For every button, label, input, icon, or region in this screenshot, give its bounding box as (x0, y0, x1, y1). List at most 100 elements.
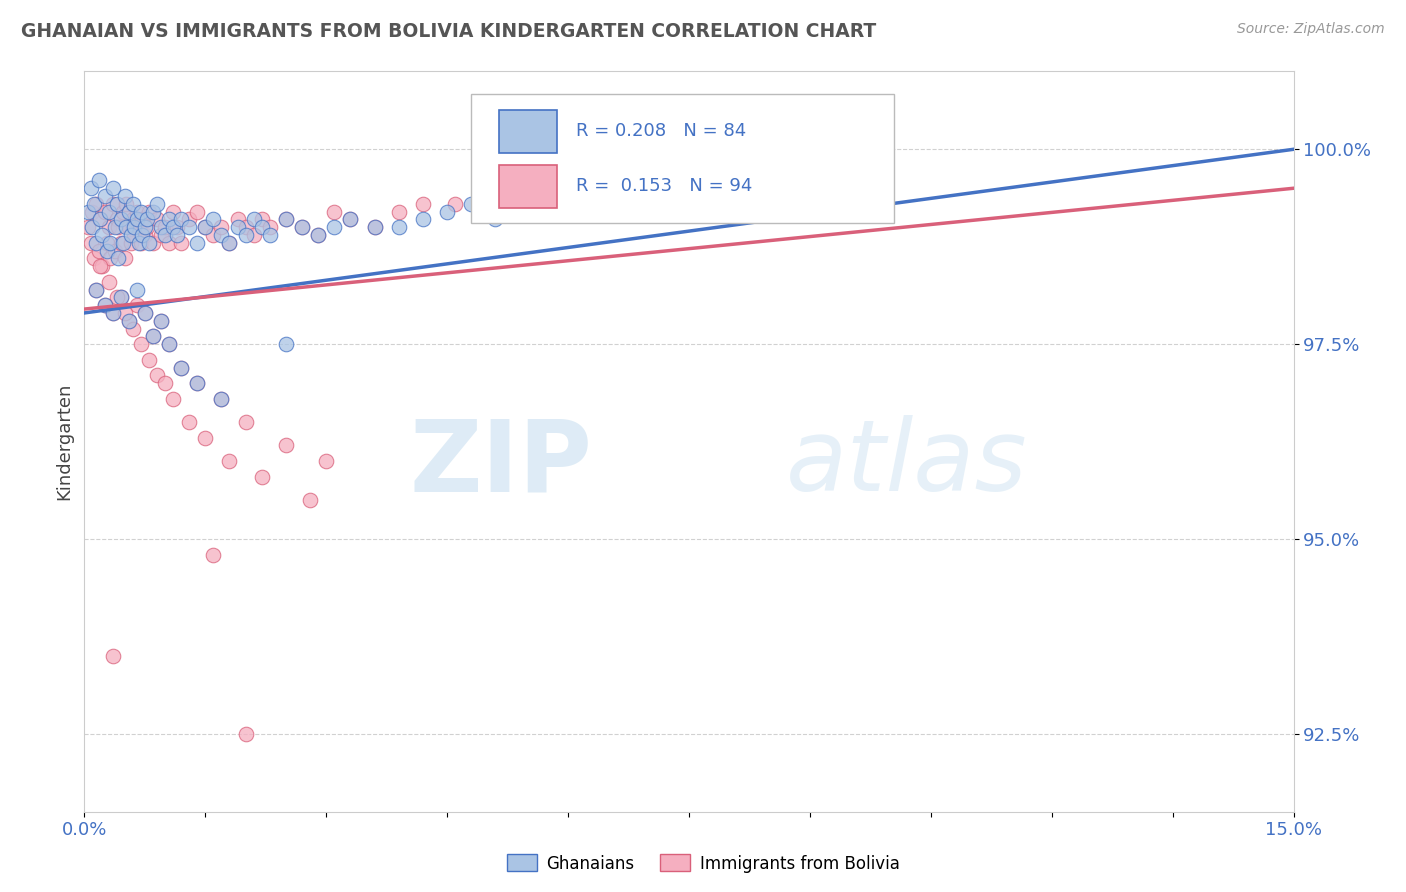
Point (412, 212, 434, 227)
Point (125, 298, 148, 312)
Point (142, 329, 165, 343)
Point (134, 306, 156, 320)
Point (149, 220, 172, 235)
Point (388, 204, 411, 219)
Point (274, 212, 297, 227)
Point (118, 314, 141, 328)
Point (202, 227, 225, 242)
Point (799, 150, 821, 164)
Y-axis label: Kindergarten: Kindergarten (55, 383, 73, 500)
Point (250, 212, 273, 227)
Point (209, 392, 232, 406)
Point (129, 235, 152, 250)
Point (120, 227, 142, 242)
Point (91, 259, 114, 273)
Point (129, 337, 152, 351)
Point (138, 352, 160, 367)
Point (186, 204, 208, 219)
Point (194, 220, 217, 235)
Point (218, 454, 240, 468)
Point (129, 204, 152, 219)
Bar (499, 110, 557, 153)
Point (242, 227, 264, 242)
Point (82, 204, 104, 219)
Point (101, 648, 124, 663)
FancyBboxPatch shape (471, 94, 894, 223)
Point (134, 306, 156, 320)
Point (115, 197, 138, 211)
Point (89, 259, 111, 273)
Point (153, 376, 176, 390)
Point (194, 431, 217, 445)
Point (115, 220, 138, 235)
Point (637, 181, 659, 195)
Point (323, 220, 346, 235)
Point (142, 204, 165, 219)
Point (274, 438, 297, 452)
Point (226, 212, 249, 227)
Point (218, 235, 240, 250)
Point (194, 220, 217, 235)
Point (110, 290, 132, 304)
Bar (499, 165, 557, 209)
Point (218, 235, 240, 250)
Point (166, 227, 188, 242)
Point (598, 197, 620, 211)
Point (97, 220, 120, 235)
Point (758, 158, 780, 172)
Point (110, 212, 132, 227)
Point (86, 197, 108, 211)
Point (339, 212, 361, 227)
Point (114, 189, 136, 203)
Point (83, 197, 105, 211)
Text: R = 0.208   N = 84: R = 0.208 N = 84 (576, 121, 747, 139)
Text: ZIP: ZIP (409, 416, 592, 512)
Point (162, 220, 184, 235)
Point (179, 220, 201, 235)
Point (157, 337, 180, 351)
Point (96, 235, 118, 250)
Point (274, 212, 297, 227)
Point (146, 212, 169, 227)
Point (91, 227, 114, 242)
Point (87, 244, 110, 258)
Point (533, 197, 555, 211)
Point (242, 212, 264, 227)
Point (118, 220, 141, 235)
Point (98, 235, 121, 250)
Point (136, 212, 159, 227)
Point (134, 220, 156, 235)
Point (124, 220, 146, 235)
Point (131, 212, 153, 227)
Point (87, 173, 110, 187)
Point (235, 415, 257, 429)
Point (142, 329, 165, 343)
Point (93, 298, 115, 312)
Point (101, 197, 124, 211)
Point (477, 189, 499, 203)
Point (202, 212, 225, 227)
Point (118, 204, 141, 219)
Point (138, 204, 160, 219)
Point (170, 360, 193, 375)
Point (136, 220, 159, 235)
Point (110, 290, 132, 304)
Point (146, 368, 169, 383)
Point (104, 244, 127, 258)
Point (89, 212, 111, 227)
Point (436, 204, 458, 219)
Point (146, 197, 169, 211)
Point (107, 220, 129, 235)
Point (125, 204, 148, 219)
Point (101, 306, 124, 320)
Point (131, 227, 153, 242)
Point (299, 493, 322, 508)
Text: Source: ZipAtlas.com: Source: ZipAtlas.com (1237, 22, 1385, 37)
Point (444, 197, 467, 211)
Point (114, 306, 136, 320)
Point (120, 235, 142, 250)
Point (235, 227, 257, 242)
Point (86, 235, 108, 250)
Point (105, 197, 128, 211)
Point (105, 290, 128, 304)
